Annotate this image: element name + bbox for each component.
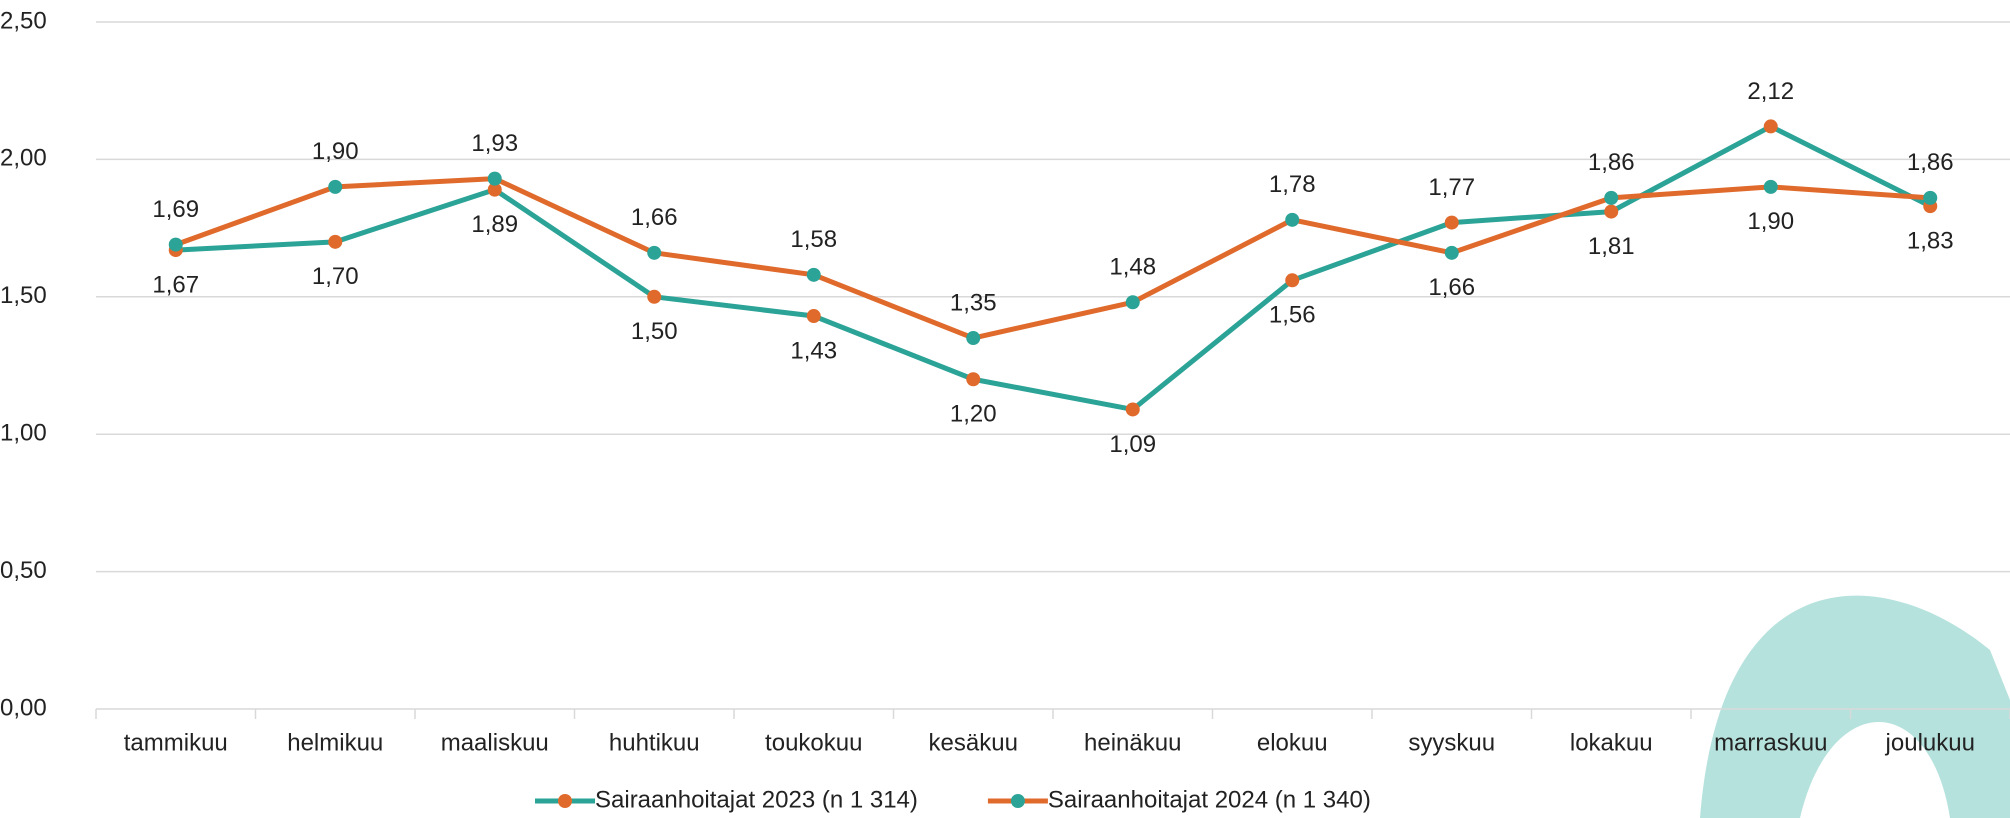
point (1444, 245, 1459, 260)
legend-marker (558, 794, 572, 808)
data-label: 1,66 (1428, 274, 1475, 301)
x-tick-label: syyskuu (1408, 729, 1495, 756)
y-tick-label: 1,50 (0, 282, 47, 309)
point (1923, 190, 1938, 205)
y-tick-label: 0,00 (0, 694, 47, 721)
point (328, 179, 343, 194)
data-label: 1,69 (152, 196, 199, 223)
x-tick-label: kesäkuu (929, 729, 1018, 756)
data-label: 1,48 (1109, 254, 1156, 281)
x-tick-label: tammikuu (124, 729, 228, 756)
data-label: 2,12 (1747, 78, 1794, 105)
data-label: 1,43 (790, 337, 837, 364)
y-tick-label: 0,50 (0, 557, 47, 584)
data-label: 1,89 (471, 211, 518, 238)
data-label: 1,20 (950, 401, 997, 428)
data-label: 1,78 (1269, 171, 1316, 198)
data-label: 1,83 (1907, 227, 1954, 254)
x-tick-label: lokakuu (1570, 729, 1653, 756)
x-tick-label: helmikuu (287, 729, 383, 756)
point (1604, 190, 1619, 205)
legend-label: Sairaanhoitajat 2024 (n 1 340) (1048, 786, 1371, 813)
point (1285, 212, 1300, 227)
point (806, 309, 821, 324)
point (1125, 295, 1140, 310)
data-label: 1,81 (1588, 233, 1635, 260)
x-tick-label: huhtikuu (609, 729, 700, 756)
point (487, 171, 502, 186)
point (1604, 204, 1619, 219)
data-label: 1,09 (1109, 431, 1156, 458)
x-tick-label: maaliskuu (441, 729, 549, 756)
legend-marker (1010, 794, 1025, 808)
point (1285, 273, 1300, 288)
point (1125, 402, 1140, 417)
point (806, 267, 821, 282)
data-label: 1,50 (631, 318, 678, 345)
data-label: 1,90 (1747, 208, 1794, 235)
x-tick-label: elokuu (1257, 729, 1328, 756)
data-label: 1,58 (790, 226, 837, 253)
data-label: 1,56 (1269, 302, 1316, 329)
data-label: 1,93 (471, 130, 518, 157)
data-label: 1,67 (152, 271, 199, 298)
data-label: 1,77 (1428, 174, 1475, 201)
x-tick-label: marraskuu (1714, 729, 1827, 756)
series-line (174, 176, 1931, 341)
data-label: 1,86 (1907, 149, 1954, 176)
y-tick-label: 1,00 (0, 420, 47, 447)
point (647, 289, 662, 304)
point (647, 245, 662, 260)
data-label: 1,90 (312, 138, 359, 165)
point (1444, 215, 1459, 230)
data-label: 1,70 (312, 263, 359, 290)
point (168, 237, 183, 252)
point (1763, 179, 1778, 194)
point (328, 234, 343, 249)
legend-label: Sairaanhoitajat 2023 (n 1 314) (595, 786, 918, 813)
data-label: 1,86 (1588, 149, 1635, 176)
y-tick-label: 2,00 (0, 145, 47, 172)
x-tick-label: toukokuu (765, 729, 862, 756)
data-label: 1,35 (950, 289, 997, 316)
point (487, 182, 502, 197)
x-tick-label: joulukuu (1885, 729, 1975, 756)
data-label: 1,66 (631, 204, 678, 231)
point (966, 331, 981, 346)
series-line (175, 123, 1932, 412)
point (1763, 119, 1778, 134)
x-tick-label: heinäkuu (1084, 729, 1181, 756)
y-tick-label: 2,50 (0, 7, 47, 34)
point (966, 372, 981, 387)
decoration (1700, 595, 2010, 818)
